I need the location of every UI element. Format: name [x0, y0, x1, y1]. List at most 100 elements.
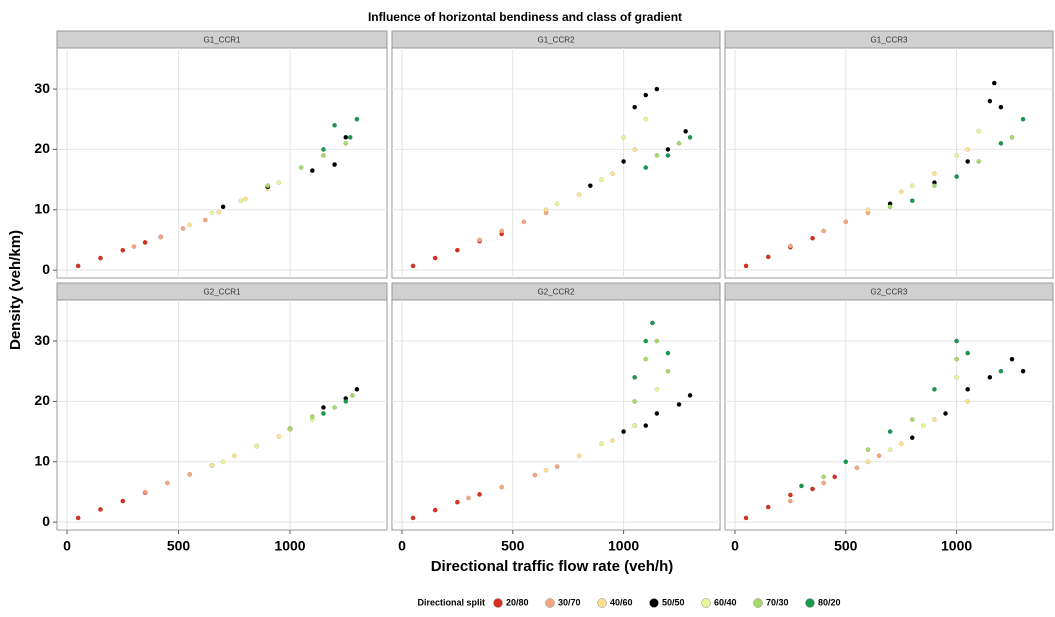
point	[887, 429, 893, 435]
point	[865, 207, 871, 213]
point	[621, 429, 626, 435]
point	[410, 515, 416, 521]
point	[1009, 134, 1015, 140]
point	[276, 434, 282, 439]
point	[521, 219, 527, 225]
x-tick-label: 1000	[941, 538, 972, 554]
panel	[56, 47, 388, 279]
point	[787, 492, 793, 498]
point	[180, 226, 186, 231]
x-tick-label: 500	[501, 538, 525, 554]
y-tick-label: 20	[34, 140, 50, 156]
point	[687, 134, 693, 140]
point	[810, 486, 815, 492]
legend-label: 60/40	[714, 597, 737, 607]
point	[343, 140, 349, 146]
point	[209, 210, 215, 216]
point	[821, 228, 827, 234]
legend-title: Directional split	[417, 597, 485, 607]
point	[466, 495, 471, 501]
point	[932, 171, 937, 176]
legend-label: 70/30	[766, 597, 789, 607]
legend-label: 20/80	[506, 597, 529, 607]
point	[287, 426, 293, 431]
y-tick-label: 0	[42, 513, 50, 529]
point	[632, 399, 638, 404]
y-axis-label: Density (veh/km)	[7, 230, 24, 350]
point	[654, 411, 660, 416]
point	[998, 368, 1004, 374]
x-tick-label: 0	[398, 538, 406, 554]
point	[454, 499, 460, 505]
legend-swatch	[805, 598, 815, 608]
y-tick-label: 30	[34, 332, 50, 348]
point	[865, 447, 871, 453]
point	[576, 192, 582, 198]
point	[654, 338, 660, 344]
point	[599, 177, 604, 183]
point	[477, 491, 482, 497]
panel-marks	[392, 300, 720, 530]
point	[643, 356, 649, 362]
point	[343, 399, 349, 404]
point	[142, 489, 148, 495]
point	[276, 180, 282, 186]
x-tick-label: 0	[63, 538, 71, 554]
legend-label: 40/60	[610, 597, 633, 607]
point	[987, 374, 993, 380]
point	[987, 98, 993, 104]
point	[632, 104, 638, 110]
facet-label: G2_CCR3	[871, 288, 908, 297]
point	[332, 405, 338, 410]
facet-label: G1_CCR2	[538, 36, 575, 45]
point	[576, 453, 582, 459]
point	[454, 247, 460, 253]
point	[954, 374, 959, 380]
x-tick-label: 0	[731, 538, 739, 554]
point	[142, 239, 148, 245]
point	[1020, 368, 1026, 374]
point	[632, 147, 638, 152]
legend-label: 50/50	[662, 597, 685, 607]
point	[821, 474, 827, 480]
point	[865, 459, 871, 465]
point	[321, 411, 326, 416]
point	[238, 198, 244, 204]
legend-swatch	[597, 598, 607, 608]
point	[965, 159, 971, 164]
point	[187, 472, 193, 477]
point	[231, 453, 237, 459]
point	[665, 147, 671, 152]
point	[991, 80, 997, 86]
panel-marks	[57, 48, 387, 278]
point	[643, 116, 649, 122]
legend-label: 80/20	[818, 597, 841, 607]
point	[321, 147, 326, 152]
point	[765, 254, 771, 260]
facet-label: G1_CCR1	[204, 36, 241, 45]
point	[943, 411, 948, 416]
point	[347, 134, 353, 140]
point	[202, 217, 208, 223]
point	[164, 480, 170, 486]
point	[909, 417, 915, 422]
point	[632, 423, 638, 428]
point	[787, 498, 793, 504]
point	[876, 453, 882, 459]
point	[265, 183, 271, 189]
point	[643, 338, 649, 344]
y-tick-label: 0	[42, 261, 50, 277]
point	[1009, 356, 1015, 362]
point	[554, 464, 560, 470]
x-tick-label: 500	[834, 538, 858, 554]
point	[976, 159, 982, 164]
point	[821, 480, 827, 486]
point	[654, 86, 660, 92]
panel-marks	[725, 48, 1053, 278]
point	[187, 222, 193, 228]
point	[354, 386, 360, 392]
point	[587, 183, 593, 189]
point	[158, 234, 164, 240]
panel	[56, 299, 388, 531]
panel-marks	[392, 48, 720, 278]
